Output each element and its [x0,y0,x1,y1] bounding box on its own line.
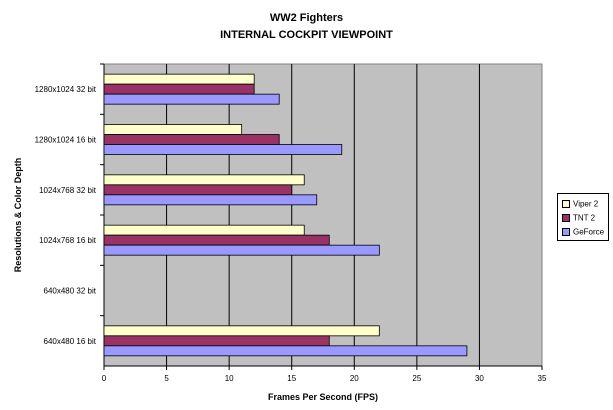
x-axis-label: Frames Per Second (FPS) [268,392,378,402]
legend-swatch [562,213,570,222]
bar [103,194,318,206]
y-tick-label: 1024x768 32 bit [39,186,97,195]
y-tick-label: 640x480 16 bit [44,337,97,346]
legend-swatch [562,227,570,236]
y-tick-label: 640x480 32 bit [44,287,97,296]
bar [103,335,330,347]
bar [103,73,255,85]
y-tick-label: 1280x1024 32 bit [35,85,97,94]
chart-title: WW2 Fighters [269,12,344,24]
bar [103,124,243,135]
bar [103,83,255,95]
legend-label: TNT 2 [573,213,596,223]
x-tick-label: 35 [538,374,547,383]
y-tick-label: 1024x768 16 bit [39,236,97,245]
bar [103,93,280,105]
x-tick-label: 5 [164,374,169,383]
legend-item: TNT 2 [562,212,595,223]
legend-label: GeForce [573,227,605,237]
bar [103,325,380,337]
bar [103,224,305,236]
legend-item: GeForce [562,226,604,237]
x-tick-label: 20 [350,374,359,383]
bar [103,174,305,186]
x-tick-label: 0 [102,374,107,383]
bar [103,234,330,246]
x-tick-label: 30 [475,374,484,383]
bar [103,345,468,357]
y-axis-label: Resolutions & Color Depth [13,158,23,273]
bar [103,144,343,155]
y-tick-label: 1280x1024 16 bit [35,136,97,145]
legend: Viper 2 TNT 2 GeForce [557,193,609,241]
x-tick-label: 15 [287,374,296,383]
legend-item: Viper 2 [562,198,598,209]
legend-swatch [562,199,570,208]
plot-area [103,63,543,367]
chart-subtitle: INTERNAL COCKPIT VIEWPOINT [220,29,393,41]
bar [103,134,280,145]
x-tick-label: 10 [225,374,234,383]
x-tick-label: 25 [412,374,421,383]
bar [103,244,380,256]
legend-label: Viper 2 [573,199,599,209]
bar [103,184,293,196]
